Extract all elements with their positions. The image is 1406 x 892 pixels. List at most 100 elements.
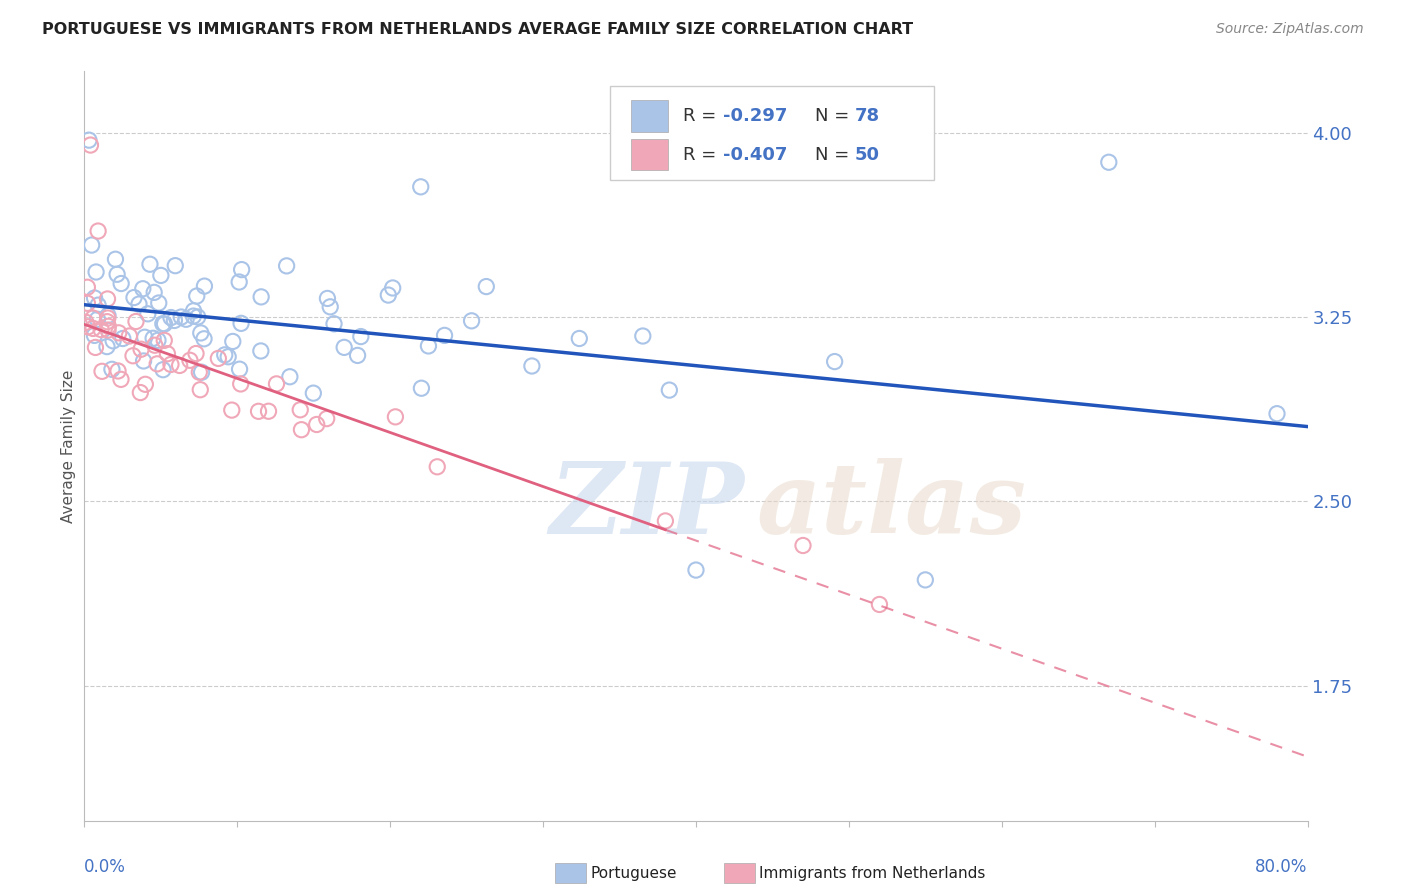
Point: [101, 334, 124, 348]
Point: [77, 319, 100, 334]
Text: 80.0%: 80.0%: [1256, 858, 1308, 876]
Point: [143, 338, 166, 352]
Point: [229, 317, 252, 331]
Point: [568, 331, 591, 345]
Point: [186, 289, 208, 303]
Point: [193, 332, 215, 346]
Point: [146, 333, 169, 347]
Point: [228, 275, 250, 289]
Point: [411, 381, 433, 395]
Point: [190, 326, 212, 340]
Point: [107, 364, 129, 378]
Point: [188, 383, 211, 397]
Point: [104, 252, 127, 267]
Point: [76, 296, 98, 310]
Point: [90, 322, 112, 336]
FancyBboxPatch shape: [631, 100, 668, 132]
Point: [152, 362, 174, 376]
Text: Source: ZipAtlas.com: Source: ZipAtlas.com: [1216, 22, 1364, 37]
Point: [207, 351, 229, 366]
Text: R =: R =: [682, 145, 721, 164]
Point: [148, 296, 170, 310]
Point: [319, 300, 342, 314]
Point: [97, 311, 120, 326]
Point: [346, 348, 368, 362]
Point: [183, 309, 205, 323]
Point: [139, 257, 162, 271]
Point: [122, 349, 145, 363]
Point: [250, 290, 273, 304]
Point: [174, 312, 197, 326]
Point: [97, 323, 120, 337]
Point: [134, 377, 156, 392]
Point: [792, 539, 814, 553]
Point: [153, 334, 176, 348]
Point: [290, 423, 312, 437]
Point: [222, 334, 245, 349]
Point: [96, 315, 118, 329]
Point: [276, 259, 298, 273]
Point: [229, 376, 252, 391]
Point: [163, 313, 186, 327]
Point: [160, 310, 183, 325]
Point: [384, 409, 406, 424]
Point: [658, 383, 681, 397]
Point: [118, 329, 141, 343]
Point: [84, 340, 107, 354]
Point: [377, 288, 399, 302]
Point: [231, 262, 253, 277]
Point: [143, 285, 166, 300]
Point: [122, 291, 145, 305]
FancyBboxPatch shape: [631, 139, 668, 170]
Point: [152, 317, 174, 331]
Point: [266, 376, 288, 391]
Point: [302, 386, 325, 401]
Point: [278, 369, 301, 384]
Point: [83, 328, 105, 343]
Point: [631, 329, 654, 343]
Text: Immigrants from Netherlands: Immigrants from Netherlands: [759, 866, 986, 880]
Point: [153, 317, 176, 331]
Point: [146, 357, 169, 371]
Point: [654, 514, 676, 528]
Point: [82, 321, 104, 335]
Point: [170, 310, 193, 324]
Point: [77, 133, 100, 147]
Point: [316, 292, 339, 306]
Point: [333, 340, 356, 354]
Point: [97, 319, 120, 334]
Point: [221, 403, 243, 417]
Point: [1265, 407, 1288, 421]
Point: [193, 279, 215, 293]
Text: 50: 50: [855, 145, 880, 164]
Point: [132, 282, 155, 296]
Point: [96, 292, 118, 306]
Text: R =: R =: [682, 107, 721, 125]
Point: [86, 312, 108, 326]
Point: [105, 267, 128, 281]
Point: [87, 224, 110, 238]
Point: [426, 459, 449, 474]
Point: [142, 331, 165, 345]
Point: [217, 350, 239, 364]
Point: [250, 343, 273, 358]
Point: [214, 348, 236, 362]
Point: [228, 362, 250, 376]
Point: [160, 358, 183, 372]
Text: N =: N =: [814, 145, 855, 164]
Point: [184, 346, 207, 360]
Point: [824, 354, 846, 368]
Point: [914, 573, 936, 587]
Point: [156, 347, 179, 361]
Point: [169, 359, 191, 373]
Point: [87, 298, 110, 312]
Point: [125, 314, 148, 328]
Point: [187, 310, 209, 324]
Point: [110, 372, 132, 386]
Point: [80, 238, 103, 252]
Point: [83, 291, 105, 305]
Point: [290, 402, 312, 417]
Point: [79, 138, 101, 153]
Point: [183, 303, 205, 318]
Point: [323, 317, 346, 331]
